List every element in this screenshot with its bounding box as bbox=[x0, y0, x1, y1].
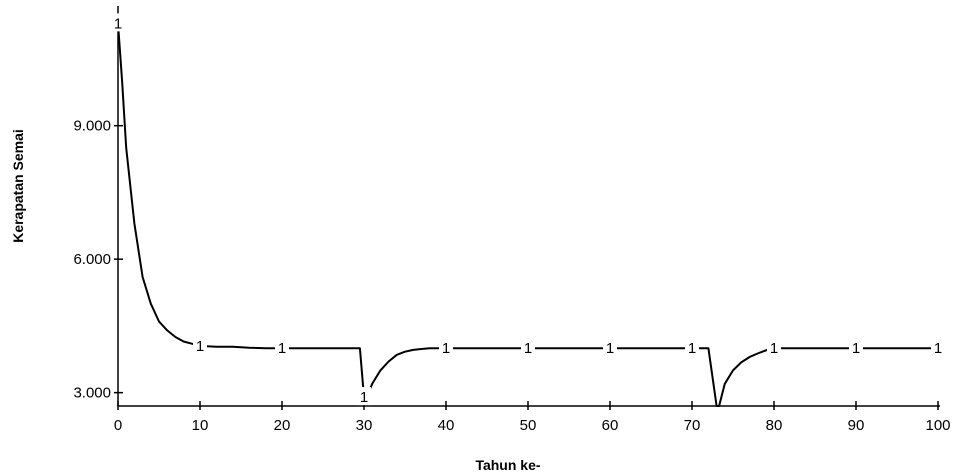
x-axis-title: Tahun ke- bbox=[475, 457, 540, 473]
series-marker: 1 bbox=[357, 387, 371, 406]
marker-label: 1 bbox=[606, 340, 614, 357]
x-tick-label: 80 bbox=[766, 417, 783, 434]
plot-area bbox=[117, 22, 939, 407]
axes bbox=[117, 6, 940, 407]
x-tick-label: 90 bbox=[848, 417, 865, 434]
series-marker: 1 bbox=[111, 13, 125, 32]
marker-label: 1 bbox=[770, 340, 778, 357]
y-axis-title: Kerapatan Semai bbox=[10, 129, 26, 243]
x-tick-label: 70 bbox=[684, 417, 701, 434]
x-tick-label: 10 bbox=[192, 417, 209, 434]
series-marker: 1 bbox=[603, 338, 617, 357]
x-tick-label: 40 bbox=[438, 417, 455, 434]
x-tick-label: 50 bbox=[520, 417, 537, 434]
x-tick-label: 100 bbox=[925, 417, 950, 434]
marker-label: 1 bbox=[852, 340, 860, 357]
series-line bbox=[117, 22, 939, 407]
marker-label: 1 bbox=[278, 340, 286, 357]
tick-labels: 0 10 20 30 40 50 60 70 80 90 100 3.000 6.000 9.000 bbox=[73, 118, 950, 434]
tick-marks bbox=[114, 124, 939, 410]
marker-label: 1 bbox=[442, 340, 450, 357]
series-marker: 1 bbox=[931, 338, 945, 357]
marker-label: 1 bbox=[688, 340, 696, 357]
marker-label: 1 bbox=[934, 340, 942, 357]
marker-label: 1 bbox=[360, 389, 368, 406]
series-marker: 1 bbox=[685, 338, 699, 357]
y-tick-label: 3.000 bbox=[73, 385, 111, 402]
series-marker: 1 bbox=[439, 338, 453, 357]
y-tick-label: 9.000 bbox=[73, 118, 111, 135]
x-tick-label: 0 bbox=[114, 417, 122, 434]
x-tick-label: 60 bbox=[602, 417, 619, 434]
series-marker: 1 bbox=[767, 338, 781, 357]
y-tick-label: 6.000 bbox=[73, 251, 111, 268]
series-marker: 1 bbox=[193, 335, 207, 355]
x-tick-label: 30 bbox=[356, 417, 373, 434]
series-marker: 1 bbox=[521, 338, 535, 357]
x-tick-label: 20 bbox=[274, 417, 291, 434]
series-markers: 1 1 1 1 1 1 1 1 1 1 1 bbox=[111, 13, 945, 406]
marker-label: 1 bbox=[114, 15, 122, 32]
marker-label: 1 bbox=[524, 340, 532, 357]
marker-label: 1 bbox=[196, 338, 204, 355]
series-marker: 1 bbox=[275, 338, 289, 357]
series-marker: 1 bbox=[849, 338, 863, 357]
